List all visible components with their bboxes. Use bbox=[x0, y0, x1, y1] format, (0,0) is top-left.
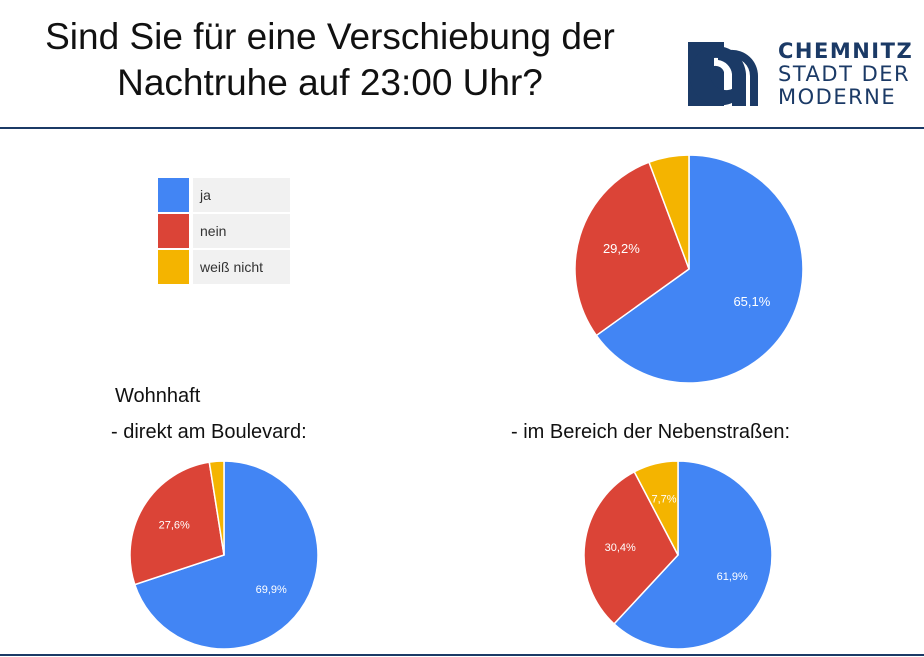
pie-slice-weiss-nicht bbox=[208, 460, 225, 556]
pie-label-ja: 69,9% bbox=[256, 584, 287, 596]
pie-label-ja: 61,9% bbox=[717, 571, 748, 583]
pie-chart-side-streets: 61,9% 30,4% 7,7% bbox=[583, 460, 773, 650]
pie-slice-nein bbox=[129, 461, 225, 586]
title-line-2: Nachtruhe auf 23:00 Uhr? bbox=[117, 62, 543, 103]
pie-chart-boulevard: 69,9% 27,6% bbox=[129, 460, 319, 650]
legend-label-weiss-nicht: weiß nicht bbox=[193, 250, 290, 284]
caption-resident: Wohnhaft bbox=[115, 385, 201, 407]
chemnitz-logo-icon bbox=[688, 42, 759, 106]
pie-chart-overall: 65,1% 29,2% bbox=[574, 154, 804, 384]
legend-label-ja: ja bbox=[193, 178, 290, 212]
legend-swatch-nein bbox=[158, 214, 189, 248]
title-line-1: Sind Sie für eine Verschiebung der bbox=[45, 16, 615, 57]
logo-line-3: MODERNE bbox=[778, 85, 897, 109]
legend-item-weiss-nicht: weiß nicht bbox=[158, 249, 290, 285]
pie-slice-ja bbox=[613, 460, 773, 650]
pie-slice-nein bbox=[574, 161, 690, 337]
pie-slice-weiss-nicht bbox=[633, 460, 679, 556]
legend-swatch-ja bbox=[158, 178, 189, 212]
pie-slice-ja bbox=[595, 154, 804, 384]
pie-slice-nein bbox=[583, 470, 679, 625]
pie-label-nein: 30,4% bbox=[605, 542, 636, 554]
header-divider bbox=[0, 127, 924, 129]
pie-label-nein: 29,2% bbox=[603, 241, 640, 256]
pie-label-weiss-nicht: 7,7% bbox=[651, 493, 676, 505]
pie-label-ja: 65,1% bbox=[733, 294, 770, 309]
chart-legend: ja nein weiß nicht bbox=[158, 177, 290, 285]
logo-line-2: STADT DER bbox=[778, 62, 911, 86]
logo-line-1: CHEMNITZ bbox=[778, 39, 914, 63]
footer-divider bbox=[0, 654, 924, 656]
legend-item-ja: ja bbox=[158, 177, 290, 213]
legend-swatch-weiss-nicht bbox=[158, 250, 189, 284]
logo-wordmark: CHEMNITZ STADT DER MODERNE bbox=[778, 40, 913, 109]
pie-slice-weiss-nicht bbox=[648, 154, 690, 270]
caption-boulevard: - direkt am Boulevard: bbox=[111, 421, 307, 443]
slide-title: Sind Sie für eine Verschiebung der Nacht… bbox=[0, 14, 660, 106]
legend-item-nein: nein bbox=[158, 213, 290, 249]
pie-slice-ja bbox=[133, 460, 319, 650]
pie-label-nein: 27,6% bbox=[159, 520, 190, 532]
caption-side-streets: - im Bereich der Nebenstraßen: bbox=[511, 421, 791, 443]
legend-label-nein: nein bbox=[193, 214, 290, 248]
